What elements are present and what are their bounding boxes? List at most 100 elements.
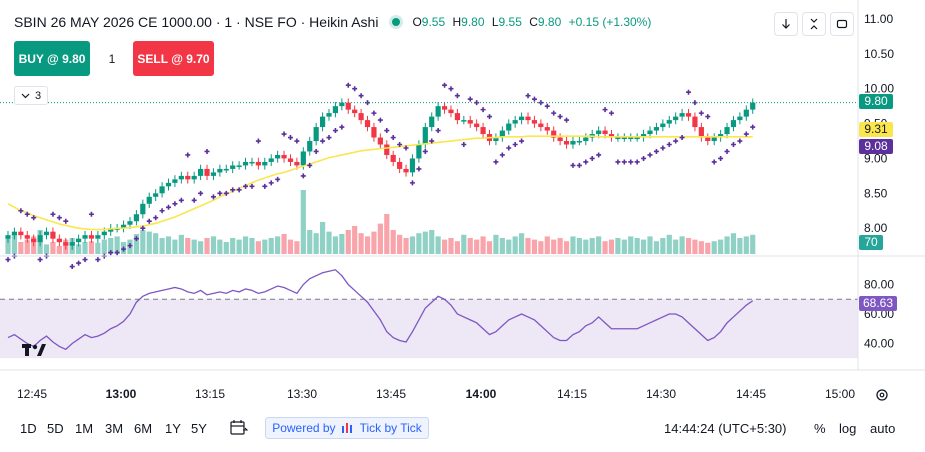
volume-bar	[608, 239, 615, 254]
timeframe-1m[interactable]: 1M	[75, 421, 94, 436]
candle-body	[570, 141, 576, 145]
timeframe-5y[interactable]: 5Y	[191, 421, 207, 436]
candle-body	[50, 231, 56, 239]
candle-body	[377, 137, 383, 145]
volume-bar	[576, 238, 582, 254]
symbol-title[interactable]: SBIN 26 MAY 2026 CE 1000.00 · 1 · NSE FO…	[14, 14, 379, 30]
volume-bar	[685, 238, 692, 254]
log-scale-toggle[interactable]: log	[839, 421, 857, 436]
volume-bar	[172, 239, 178, 254]
psar-marker	[480, 107, 486, 113]
psar-marker	[63, 218, 69, 224]
psar-marker	[615, 159, 621, 165]
psar-marker	[403, 145, 409, 151]
time-tick-label: 13:15	[195, 387, 225, 401]
candle-body	[69, 242, 75, 246]
candle-body	[371, 127, 377, 138]
indicators-toggle-button[interactable]: 3	[14, 86, 48, 105]
volume-bar	[403, 238, 409, 254]
percent-scale-toggle[interactable]: %	[814, 421, 826, 436]
low-label: L	[491, 15, 499, 29]
psar-marker	[223, 190, 229, 196]
price-tick-label: 10.00	[864, 82, 894, 96]
timeframe-6m[interactable]: 6M	[134, 421, 153, 436]
candle-body	[422, 127, 428, 145]
clock-timezone[interactable]: 14:44:24 (UTC+5:30)	[664, 421, 787, 436]
quantity-value[interactable]: 1	[108, 52, 116, 66]
candle-body	[519, 116, 525, 121]
collapse-button[interactable]	[802, 12, 826, 36]
volume-bar	[307, 230, 313, 254]
candle-body	[159, 186, 165, 194]
candle-body	[153, 193, 159, 197]
volume-bar	[108, 238, 114, 254]
volume-bar	[557, 238, 563, 254]
volume-bar	[441, 239, 448, 254]
psar-marker	[159, 208, 165, 214]
auto-scale-toggle[interactable]: auto	[870, 421, 896, 436]
volume-bar	[217, 239, 223, 254]
psar-marker	[185, 152, 191, 158]
volume-bar	[409, 236, 416, 254]
price-pane[interactable]	[0, 0, 858, 254]
time-tick-label: 14:00	[466, 387, 497, 401]
symbol-legend[interactable]: SBIN 26 MAY 2026 CE 1000.00 · 1 · NSE FO…	[14, 14, 655, 30]
candle-body	[133, 214, 139, 222]
volume-bar	[5, 238, 11, 254]
powered-by-badge[interactable]: Powered by Tick by Tick	[265, 417, 429, 439]
volume-bar	[275, 236, 281, 254]
timeframe-3m[interactable]: 3M	[105, 421, 124, 436]
volume-bar	[551, 239, 557, 254]
candle-body	[602, 130, 608, 135]
psar-marker	[596, 152, 602, 158]
candle-body	[512, 120, 518, 124]
powered-by-label: Powered by	[272, 421, 336, 435]
tradingview-logo-icon[interactable]	[22, 344, 46, 356]
volume-bar	[242, 236, 249, 254]
time-tick-label: 14:30	[646, 387, 676, 401]
candle-body	[127, 221, 133, 225]
psar-marker	[422, 148, 428, 154]
date-range-calendar-icon[interactable]	[229, 419, 249, 437]
volume-bar	[634, 238, 640, 254]
gear-icon[interactable]	[876, 389, 888, 401]
candle-body	[673, 116, 679, 121]
timeframe-1d[interactable]: 1D	[20, 421, 37, 436]
candle-body	[551, 130, 557, 138]
volume-bar	[454, 241, 460, 254]
candle-body	[268, 158, 274, 162]
psar-marker	[576, 162, 582, 168]
volume-bar	[339, 234, 345, 254]
volume-bar	[319, 222, 326, 254]
buy-button[interactable]: BUY @ 9.80	[14, 41, 90, 76]
psar-marker	[217, 190, 223, 196]
psar-marker	[255, 138, 261, 144]
maximize-button[interactable]	[830, 12, 854, 36]
psar-marker	[705, 114, 711, 120]
candle-body	[56, 238, 62, 243]
volume-bar	[326, 231, 332, 254]
high-label: H	[452, 15, 462, 29]
candle-body	[525, 116, 531, 121]
candle-body	[705, 137, 711, 142]
psar-marker	[493, 159, 499, 165]
candle-body	[358, 113, 364, 121]
sell-button[interactable]: SELL @ 9.70	[133, 41, 214, 76]
volume-bar	[43, 244, 50, 254]
timeframe-1y[interactable]: 1Y	[165, 421, 181, 436]
volume-bar	[461, 234, 467, 254]
time-axis[interactable]: 12:45 13:00 13:15 13:30 13:45 14:00 14:15 14:30…	[17, 387, 855, 401]
psar-marker	[230, 187, 236, 193]
scroll-to-latest-button[interactable]	[774, 12, 798, 36]
timeframe-5d[interactable]: 5D	[47, 421, 64, 436]
psar-marker	[641, 155, 647, 161]
candle-body	[307, 141, 313, 152]
candle-body	[499, 130, 505, 138]
candle-body	[640, 134, 647, 138]
volume-bar	[737, 238, 743, 254]
candle-body	[223, 168, 229, 171]
volume-bar	[185, 238, 191, 254]
